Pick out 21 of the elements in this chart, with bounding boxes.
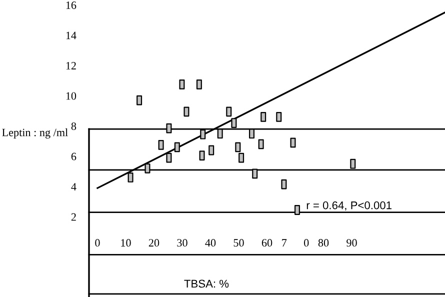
y-tick-label: 14 (66, 32, 76, 40)
y-tick-label: 10 (66, 92, 76, 100)
x-tick-label: 20 (148, 239, 160, 247)
annotation: r = 0.64, P<0.001 (306, 201, 392, 211)
x-axis-title: TBSA: % (184, 280, 229, 288)
y-tick-label: 12 (66, 62, 76, 70)
y-tick-label: 8 (71, 122, 76, 130)
x-tick-label: 0 (95, 239, 100, 247)
x-tick-label: 60 (262, 239, 272, 247)
x-tick-label: 80 (318, 239, 329, 247)
x-tick-label: 30 (177, 239, 188, 247)
x-tick-label: 10 (121, 239, 131, 247)
y-tick-label: 16 (66, 1, 76, 9)
y-tick-label: 4 (71, 183, 76, 190)
y-axis-title: Leptin : ng /ml (2, 128, 68, 139)
y-tick-label: 6 (71, 152, 76, 160)
x-tick-label: 50 (234, 239, 244, 247)
x-tick-label: 7 0 (282, 239, 309, 247)
x-tick-label: 90 (346, 239, 357, 247)
y-tick-label: 2 (71, 213, 76, 221)
x-tick-label: 40 (205, 239, 216, 247)
